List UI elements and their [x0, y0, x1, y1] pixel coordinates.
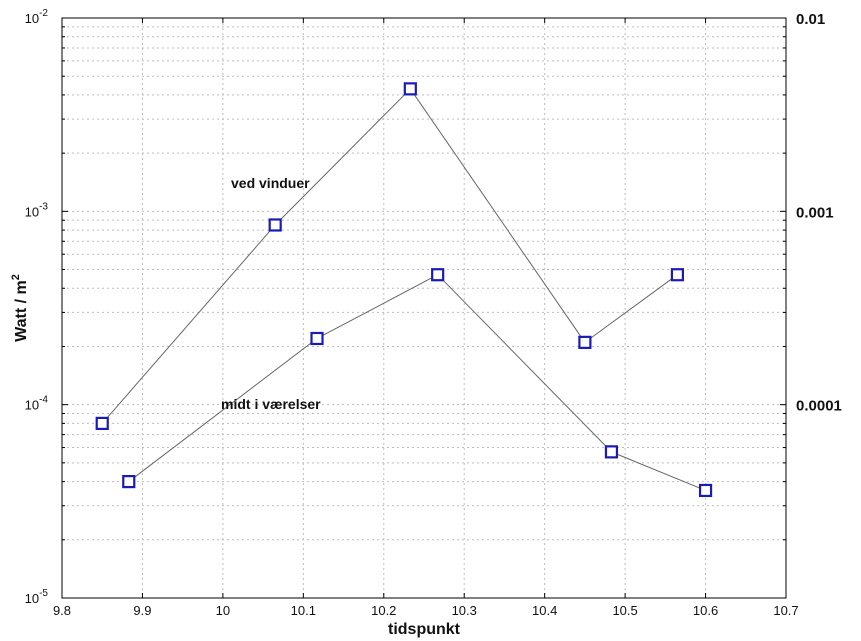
x-tick-label: 10.6: [693, 603, 718, 618]
series-1-line-segment: [590, 278, 672, 339]
y-tick-exponent: -4: [39, 395, 48, 406]
y-tick-label-left: 10-2: [25, 8, 49, 26]
series-2-marker: [431, 268, 445, 282]
y-tick-label-right: 0.001: [796, 204, 834, 221]
y-tick-label-left: 10-3: [25, 201, 49, 219]
series-1-marker: [670, 268, 685, 282]
series-2-line-segment: [323, 277, 432, 336]
y-tick-exponent: -3: [39, 201, 48, 212]
plot-background: [62, 18, 786, 598]
x-tick-label: 10.3: [452, 603, 477, 618]
series-1-line-segment: [414, 94, 581, 337]
x-axis-title: tidspunkt: [388, 621, 461, 638]
y-tick-label-right: 0.0001: [796, 398, 842, 415]
x-tick-label: 10.4: [532, 603, 557, 618]
series-1-marker: [268, 218, 282, 232]
grid: [62, 18, 786, 598]
series-1-line-segment: [107, 230, 271, 418]
annotation-midt-i-vaerelser: midt i værelser: [221, 396, 321, 412]
series-2-marker: [604, 445, 619, 459]
x-tick-label: 10.7: [773, 603, 798, 618]
y-tick-exponent: -5: [39, 588, 48, 599]
series-1-marker: [403, 82, 417, 96]
y-tick-exponent: -2: [39, 8, 48, 19]
y-tick-base: 10: [25, 11, 39, 26]
x-tick-label: 10.5: [612, 603, 637, 618]
y-axis-title: Watt / m2: [10, 274, 30, 342]
series-lines: [107, 94, 700, 489]
series-2-marker: [698, 483, 713, 498]
series-2-marker: [122, 475, 136, 489]
y-tick-label-right: 0.01: [796, 11, 825, 28]
x-tick-label: 9.9: [133, 603, 151, 618]
y-axis-title-text: Watt / m: [13, 280, 30, 342]
series-2-marker: [310, 331, 324, 346]
series-1-marker: [95, 416, 109, 431]
series-2-line-segment: [134, 342, 312, 478]
y-tick-base: 10: [25, 398, 39, 413]
y-tick-label-left: 10-4: [25, 395, 49, 413]
y-tick-label-left: 10-5: [25, 588, 49, 606]
x-tick-label: 10: [216, 603, 230, 618]
plot-frame: [61, 17, 787, 599]
x-tick-label: 10.1: [291, 603, 316, 618]
y-tick-base: 10: [25, 204, 39, 219]
x-tick-label: 10.2: [371, 603, 396, 618]
y-axis-title-exponent: 2: [10, 274, 22, 280]
series-2-line-segment: [617, 454, 700, 489]
x-tick-label: 9.8: [53, 603, 71, 618]
series-1-marker: [578, 335, 592, 349]
series-1-line-segment: [280, 94, 405, 220]
x-axis-ticks: 9.8 9.9 10 10.1 10.2 10.3 10.4 10.5 10.6 10.7: [53, 18, 799, 618]
annotation-ved-vinduer: ved vinduer: [231, 175, 310, 191]
y-tick-base: 10: [25, 591, 39, 606]
data-markers: [95, 82, 713, 498]
series-2-line-segment: [443, 280, 606, 447]
